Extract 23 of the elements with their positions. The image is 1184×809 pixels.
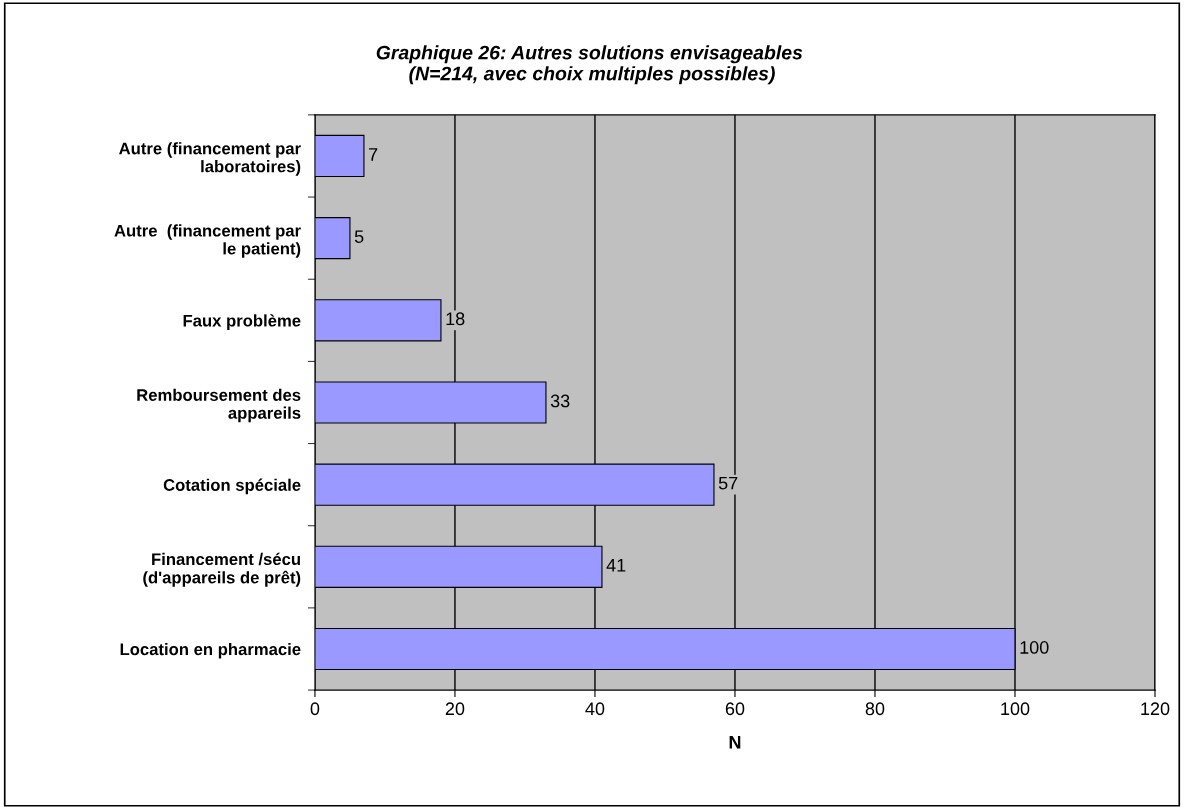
data-label: 41 [606,559,626,572]
data-label: 18 [446,312,465,326]
data-label: 57 [718,476,738,490]
y-tick-label: Remboursement des appareils [137,388,301,423]
x-axis-title: N [729,736,741,749]
y-tick-label: Autre (financement par le patient) [114,224,301,258]
x-tick-label: 0 [310,702,320,716]
data-label: 5 [354,230,364,243]
x-tick-label: 100 [1001,702,1030,716]
chart-title: Graphique 26: Autres solutions envisageables (N=214, avec choix multiples possibles) [376,45,803,85]
y-tick-label: Cotation spéciale [163,478,301,495]
x-tick-label: 120 [1141,702,1170,716]
data-label: 33 [550,394,570,408]
x-tick-label: 60 [725,702,745,716]
y-tick-label: Location en pharmacie [120,642,301,659]
y-tick-label: Faux problème [183,314,301,330]
x-tick-label: 20 [445,702,465,716]
data-label: 7 [369,148,378,161]
y-tick-label: Autre (financement par laboratoires) [119,142,301,176]
x-tick-label: 80 [865,702,885,716]
data-label: 100 [1020,641,1049,654]
y-tick-label: Financement /sécu (d'appareils de prêt) [143,552,301,587]
x-tick-label: 40 [585,702,605,716]
